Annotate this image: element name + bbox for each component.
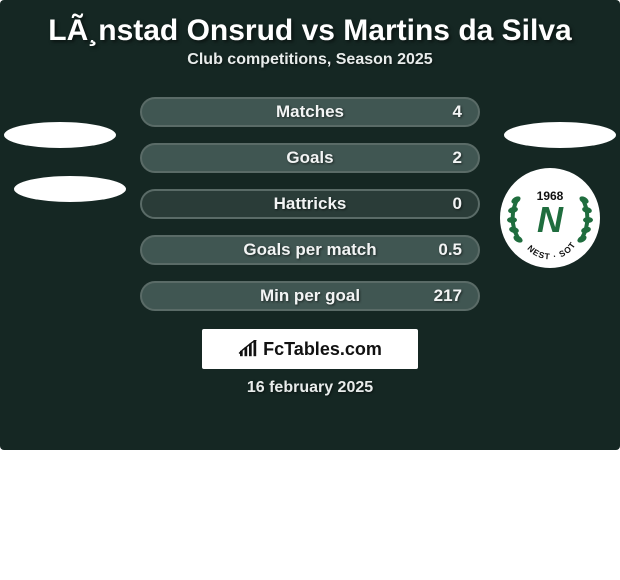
brand-text: FcTables.com bbox=[263, 339, 382, 360]
stat-value: 2 bbox=[453, 148, 462, 168]
stat-row: Min per goal217 bbox=[0, 281, 620, 313]
bar-chart-icon bbox=[238, 340, 260, 358]
stat-bar: Goals2 bbox=[140, 143, 480, 173]
stat-row: Goals per match0.5 bbox=[0, 235, 620, 267]
stat-label: Min per goal bbox=[142, 286, 478, 306]
stat-bar: Matches4 bbox=[140, 97, 480, 127]
stat-label: Goals bbox=[142, 148, 478, 168]
stat-label: Hattricks bbox=[142, 194, 478, 214]
stat-value: 0.5 bbox=[438, 240, 462, 260]
brand-badge[interactable]: FcTables.com bbox=[202, 329, 418, 369]
stat-row: Matches4 bbox=[0, 97, 620, 129]
date-label: 16 february 2025 bbox=[0, 379, 620, 397]
stat-bar: Hattricks0 bbox=[140, 189, 480, 219]
stat-label: Matches bbox=[142, 102, 478, 122]
stat-bar: Min per goal217 bbox=[140, 281, 480, 311]
page-title: LÃ¸nstad Onsrud vs Martins da Silva bbox=[20, 14, 600, 47]
stats-rows: Matches4Goals2Hattricks0Goals per match0… bbox=[0, 97, 620, 313]
stat-row: Hattricks0 bbox=[0, 189, 620, 221]
stat-value: 217 bbox=[434, 286, 462, 306]
stat-bar: Goals per match0.5 bbox=[140, 235, 480, 265]
stat-value: 0 bbox=[453, 194, 462, 214]
stat-value: 4 bbox=[453, 102, 462, 122]
stat-label: Goals per match bbox=[142, 240, 478, 260]
stat-row: Goals2 bbox=[0, 143, 620, 175]
page-subtitle: Club competitions, Season 2025 bbox=[0, 51, 620, 69]
comparison-card: LÃ¸nstad Onsrud vs Martins da Silva Club… bbox=[0, 0, 620, 450]
